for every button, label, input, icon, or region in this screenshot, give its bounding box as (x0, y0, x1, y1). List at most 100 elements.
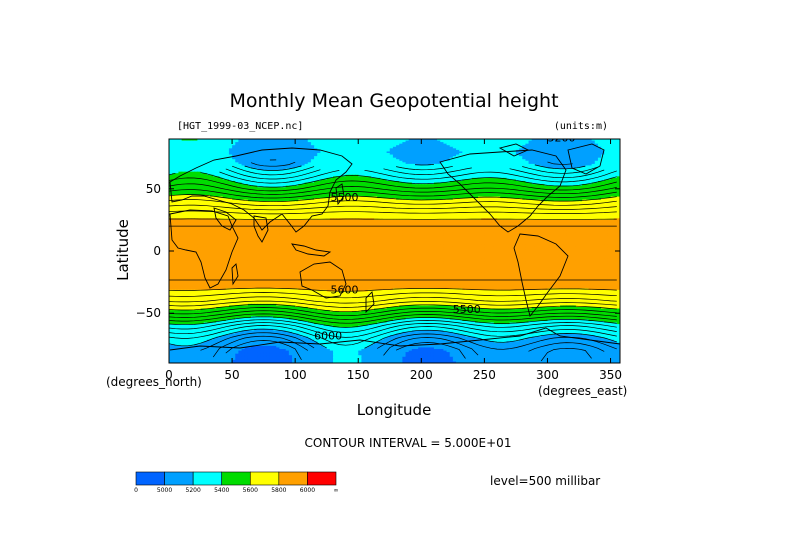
band-cell (585, 139, 590, 142)
band-cell (594, 156, 599, 159)
band-cell (348, 140, 353, 143)
band-cell (288, 159, 293, 162)
band-cell (273, 151, 277, 154)
band-cell (333, 140, 337, 143)
band-cell (169, 146, 173, 149)
band-cell (594, 157, 599, 160)
band-cell (402, 149, 407, 153)
band-cell (326, 148, 331, 151)
band-cell (200, 148, 205, 151)
band-cell (219, 156, 224, 159)
band-cell (430, 154, 435, 157)
band-cell (181, 148, 186, 151)
band-cell (515, 146, 520, 149)
band-cell (282, 145, 287, 148)
band-cell (424, 148, 429, 151)
band-cell (408, 142, 413, 145)
band-cell (232, 140, 236, 143)
band-cell (298, 146, 303, 149)
band-cell (544, 143, 549, 146)
band-cell (333, 146, 337, 149)
band-cell (263, 146, 268, 149)
band-cell (273, 143, 277, 146)
band-cell (411, 148, 416, 151)
band-cell (310, 146, 315, 149)
band-cell (433, 146, 438, 149)
band-cell (585, 140, 590, 143)
band-cell (569, 142, 574, 145)
band-cell (531, 139, 536, 142)
band-cell (345, 156, 350, 159)
band-cell (203, 151, 208, 154)
band-cell (597, 139, 602, 142)
band-cell (594, 159, 599, 162)
band-cell (244, 146, 249, 149)
band-cell (443, 157, 448, 160)
band-cell (478, 151, 482, 154)
band-cell (405, 160, 410, 163)
band-cell (216, 156, 221, 159)
band-cell (616, 139, 620, 142)
band-cell (298, 154, 303, 157)
band-cell (219, 140, 224, 143)
band-cell (560, 154, 564, 157)
band-cell (569, 139, 574, 142)
band-cell (433, 149, 438, 153)
band-cell (579, 143, 583, 146)
band-cell (339, 143, 344, 146)
band-cell (345, 157, 350, 160)
band-cell (361, 140, 366, 143)
band-cell (588, 148, 593, 151)
band-cell (200, 160, 205, 163)
band-cell (575, 139, 580, 142)
band-cell (534, 145, 539, 148)
band-cell (443, 146, 448, 149)
band-cell (210, 146, 214, 149)
band-cell (273, 145, 277, 148)
band-cell (317, 140, 321, 143)
band-cell (361, 154, 366, 157)
band-cell (247, 157, 252, 160)
band-cell (610, 157, 615, 160)
band-cell (323, 160, 328, 163)
band-cell (613, 143, 618, 146)
band-cell (585, 149, 590, 153)
band-cell (481, 148, 485, 151)
band-cell (553, 148, 558, 151)
band-cell (317, 157, 321, 160)
band-cell (575, 157, 580, 160)
band-cell (604, 153, 608, 156)
band-cell (282, 148, 287, 151)
band-cell (169, 145, 173, 148)
band-cell (575, 145, 580, 148)
band-cell (307, 151, 312, 154)
band-cell (355, 148, 359, 151)
band-cell (594, 154, 599, 157)
band-cell (446, 154, 451, 157)
band-cell (538, 154, 542, 157)
band-cell (317, 154, 321, 157)
band-cell (295, 159, 299, 162)
band-cell (591, 146, 596, 149)
band-cell (402, 145, 407, 148)
band-cell (269, 140, 274, 143)
band-cell (336, 146, 340, 149)
band-cell (506, 153, 511, 156)
band-cell (238, 160, 243, 163)
band-cell (528, 143, 533, 146)
band-cell (610, 139, 615, 142)
band-cell (613, 140, 618, 143)
band-cell (386, 139, 391, 142)
band-cell (392, 154, 397, 157)
band-cell (471, 139, 476, 142)
band-cell (418, 151, 422, 154)
band-cell (610, 140, 615, 143)
band-cell (329, 149, 334, 153)
band-cell (440, 139, 444, 142)
band-cell (348, 149, 353, 153)
band-cell (497, 142, 501, 145)
band-cell (358, 140, 362, 143)
band-cell (282, 140, 287, 143)
band-cell (547, 142, 552, 145)
band-cell (389, 142, 394, 145)
